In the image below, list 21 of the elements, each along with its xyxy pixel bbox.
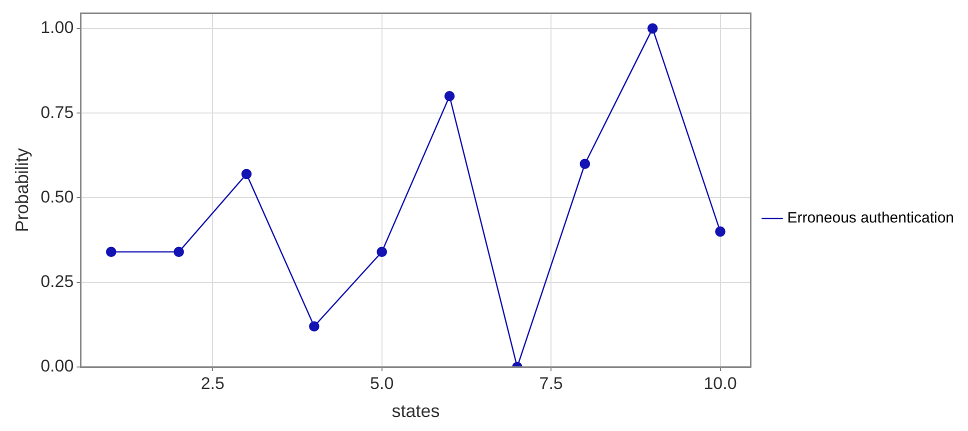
x-axis-title: states bbox=[392, 401, 440, 422]
legend-label: Erroneous authentication bbox=[787, 210, 954, 227]
point bbox=[241, 168, 252, 180]
x-tick-label: 2.5 bbox=[200, 374, 224, 393]
x-tick-label: 5.0 bbox=[370, 374, 394, 393]
y-tick-label: 0.00 bbox=[40, 356, 74, 376]
point bbox=[715, 226, 726, 237]
x-tick-label: 7.5 bbox=[539, 374, 563, 393]
y-tick-label: 0.50 bbox=[40, 187, 74, 206]
point bbox=[444, 91, 455, 102]
point bbox=[309, 321, 320, 332]
y-tick-label: 0.75 bbox=[40, 102, 74, 122]
x-tick-label: 10.0 bbox=[704, 374, 737, 393]
point bbox=[376, 246, 388, 258]
y-tick-label: 1.00 bbox=[40, 18, 74, 38]
point bbox=[647, 23, 658, 34]
point bbox=[580, 158, 590, 170]
y-tick-label: 0.25 bbox=[40, 272, 74, 292]
point bbox=[174, 246, 184, 258]
point bbox=[106, 246, 116, 258]
y-axis-title: Probability bbox=[12, 148, 32, 232]
